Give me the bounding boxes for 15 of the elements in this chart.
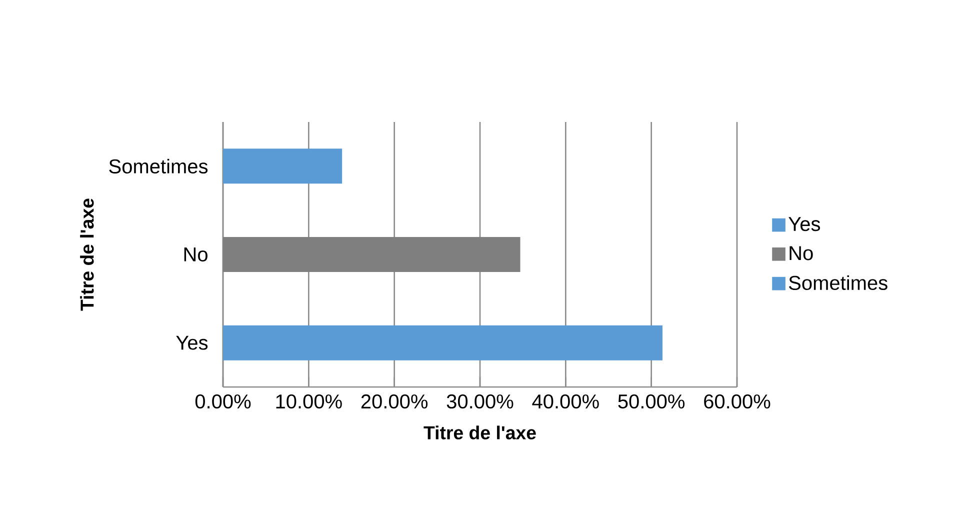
legend-label: Yes xyxy=(788,217,820,232)
x-tick-label: 40.00% xyxy=(532,394,599,409)
x-axis-title: Titre de l'axe xyxy=(424,426,536,440)
y-tick-label: No xyxy=(184,248,208,262)
legend-label: No xyxy=(790,246,813,260)
x-tick-label: 50.00% xyxy=(618,394,685,409)
legend-label: Sometimes xyxy=(789,275,888,290)
x-tick-label: 10.00% xyxy=(276,394,342,409)
y-axis-title: Titre de l'axe xyxy=(80,198,94,311)
x-tick-label: 20.00% xyxy=(361,394,428,409)
y-tick-label: Sometimes xyxy=(109,158,208,174)
x-tick-label: 60.00% xyxy=(704,394,770,409)
y-tick-label: Yes xyxy=(176,336,208,350)
x-tick-label: 0.00% xyxy=(195,394,251,409)
x-tick-label: 30.00% xyxy=(446,394,514,409)
